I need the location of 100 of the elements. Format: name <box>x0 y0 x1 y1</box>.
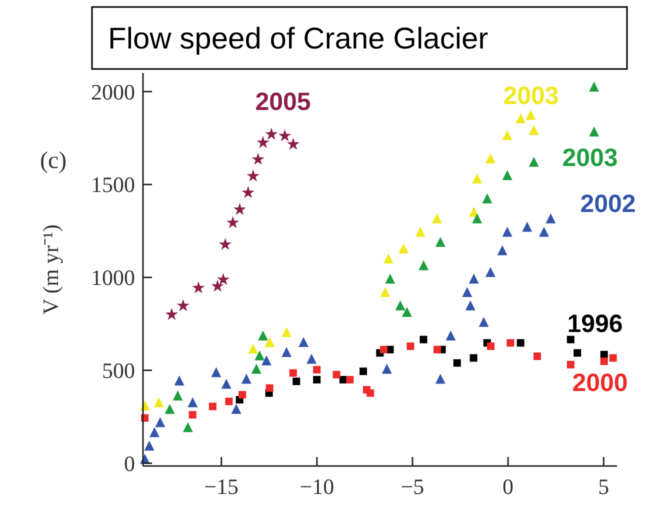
point <box>526 110 536 120</box>
y-tick-label: 2000 <box>91 79 135 104</box>
point <box>188 411 196 419</box>
point <box>502 226 512 237</box>
point <box>516 113 526 124</box>
point <box>406 342 414 350</box>
point <box>174 375 184 386</box>
x-tick-label: −10 <box>300 474 334 499</box>
point <box>528 124 539 135</box>
point <box>502 170 512 180</box>
y-tick-label: 0 <box>124 450 135 476</box>
series-label: 2002 <box>580 190 636 218</box>
point <box>286 138 300 150</box>
point <box>208 402 216 410</box>
point <box>165 308 178 320</box>
point <box>589 82 600 92</box>
point <box>218 238 232 250</box>
point <box>298 336 309 347</box>
point <box>306 354 317 364</box>
series-label: 2000 <box>572 368 628 397</box>
point <box>241 374 252 384</box>
point <box>380 346 388 354</box>
point <box>251 364 262 374</box>
point <box>192 281 205 294</box>
point <box>485 153 496 164</box>
point <box>574 349 582 357</box>
point <box>313 366 321 374</box>
point <box>278 129 292 142</box>
point <box>144 440 154 451</box>
point <box>497 245 508 256</box>
x-tick-label: 5 <box>598 474 610 499</box>
point <box>435 374 446 384</box>
point <box>383 254 394 264</box>
point <box>462 287 472 298</box>
point <box>149 427 160 438</box>
point <box>238 390 246 398</box>
y-tick-label: 1000 <box>91 265 135 290</box>
point <box>589 126 600 136</box>
point <box>261 355 272 366</box>
point <box>385 274 396 284</box>
point <box>420 336 428 344</box>
point <box>246 169 260 182</box>
point <box>516 339 524 347</box>
y-tick-label: 500 <box>102 358 135 384</box>
point <box>418 260 429 270</box>
point <box>600 358 608 366</box>
text: (c) <box>40 148 67 174</box>
point <box>522 222 532 232</box>
point <box>482 193 492 204</box>
point <box>465 300 476 310</box>
x-tick-label: −15 <box>204 474 239 499</box>
point <box>478 316 489 327</box>
point <box>533 352 541 360</box>
point <box>154 397 164 408</box>
point <box>225 398 233 406</box>
point <box>470 354 478 362</box>
point <box>254 350 265 360</box>
point <box>282 347 292 358</box>
point <box>432 213 442 224</box>
x-tick-label: −5 <box>400 474 424 499</box>
point <box>242 186 254 198</box>
point <box>538 226 549 237</box>
point <box>248 344 258 354</box>
point <box>485 266 496 277</box>
point <box>435 236 446 247</box>
point <box>211 280 224 292</box>
series-label: 1996 <box>567 310 623 338</box>
point <box>332 370 340 378</box>
point <box>258 330 268 340</box>
point <box>182 422 193 432</box>
point <box>502 130 512 140</box>
point <box>415 226 426 237</box>
point <box>256 136 270 148</box>
point <box>221 378 232 389</box>
point <box>172 390 183 401</box>
point <box>266 384 274 392</box>
point <box>211 367 222 378</box>
point <box>252 152 264 165</box>
y-tick-label: 1500 <box>91 172 135 198</box>
point <box>366 389 374 397</box>
point <box>380 287 390 298</box>
point <box>360 368 368 376</box>
point <box>487 342 495 350</box>
point <box>433 346 441 354</box>
point <box>155 417 166 428</box>
point <box>472 173 482 184</box>
point <box>282 326 292 337</box>
point <box>402 306 412 317</box>
point <box>176 299 190 312</box>
point <box>188 397 198 408</box>
point <box>231 404 242 414</box>
point <box>216 272 230 286</box>
series-label: 2003 <box>562 144 618 172</box>
y-axis-title: V (m yr⁻¹) <box>38 224 63 315</box>
point <box>265 128 278 140</box>
point <box>506 339 514 347</box>
chart-title: Flow speed of Crane Glacier <box>108 22 488 56</box>
point <box>313 376 321 384</box>
point <box>446 330 456 340</box>
point <box>289 369 297 377</box>
